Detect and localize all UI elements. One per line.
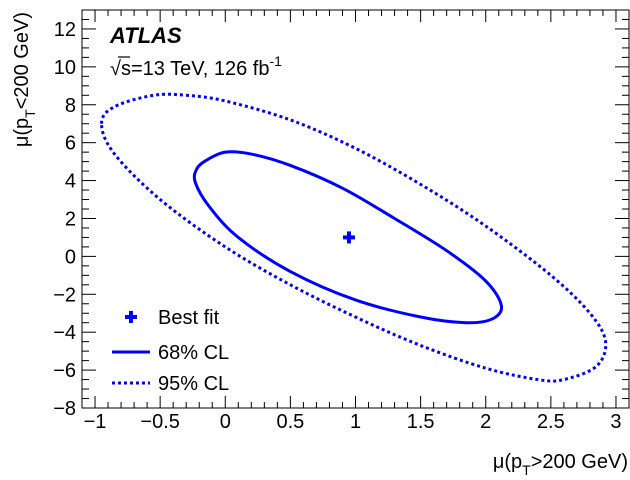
y-tick-label: −6	[53, 360, 76, 382]
y-axis-title: μ(pT<200 GeV)	[11, 12, 38, 147]
sqrt-symbol: √	[110, 58, 121, 80]
x-axis-title-pre: μ(p	[493, 451, 522, 473]
contour-95cl	[100, 92, 608, 383]
legend-label-best-fit: Best fit	[158, 307, 220, 329]
best-fit-marker	[342, 231, 355, 244]
y-tick-label: −4	[53, 322, 76, 344]
x-tick-label: 2	[480, 411, 491, 433]
x-tick-label: −0.5	[140, 411, 179, 433]
energy-label: √s=13 TeV, 126 fb-1	[110, 53, 282, 80]
x-axis-title: μ(pT>200 GeV)	[493, 451, 628, 478]
tick-layer: −1 −0.5 0 0.5 1 1.5 2 2.5 3 −8 −6 −4 −2 0 2 4 6 8 10 12	[53, 9, 630, 433]
y-tick-label: 0	[65, 246, 76, 268]
contour-68cl	[192, 150, 504, 325]
x-axis-title-sub: T	[522, 462, 531, 478]
y-axis-title-post: <200 GeV)	[11, 12, 33, 109]
y-tick-label: −8	[53, 398, 76, 420]
x-tick-label: 0	[220, 411, 231, 433]
plot-frame	[81, 9, 630, 409]
legend-label-95cl: 95% CL	[158, 373, 229, 395]
x-tick-label: 2.5	[537, 411, 565, 433]
y-axis-title-sub: T	[22, 109, 38, 118]
x-tick-label: −1	[84, 411, 107, 433]
x-tick-label: 1	[350, 411, 361, 433]
y-tick-label: 6	[65, 133, 76, 155]
legend-best-fit-cross-v	[129, 311, 133, 323]
energy-text: s=13 TeV, 126 fb	[121, 58, 269, 80]
y-tick-label: 8	[65, 95, 76, 117]
best-fit-marker-v	[346, 231, 351, 244]
legend: Best fit 68% CL 95% CL	[112, 307, 229, 395]
x-axis-title-post: >200 GeV)	[531, 451, 628, 473]
energy-exponent: -1	[269, 53, 282, 69]
y-tick-label: −2	[53, 284, 76, 306]
x-tick-label: 3	[610, 411, 621, 433]
legend-label-68cl: 68% CL	[158, 342, 229, 364]
y-tick-label: 2	[65, 208, 76, 230]
x-tick-label: 0.5	[276, 411, 304, 433]
y-tick-label: 12	[54, 19, 76, 41]
experiment-label: ATLAS	[109, 23, 182, 48]
y-tick-label: 10	[54, 57, 76, 79]
legend-best-fit-marker	[125, 311, 137, 323]
y-tick-label: 4	[65, 171, 76, 193]
x-tick-label: 1.5	[407, 411, 435, 433]
contour-layer	[100, 92, 608, 383]
legend-best-fit-cross	[125, 311, 137, 323]
y-axis-title-pre: μ(p	[11, 118, 33, 147]
